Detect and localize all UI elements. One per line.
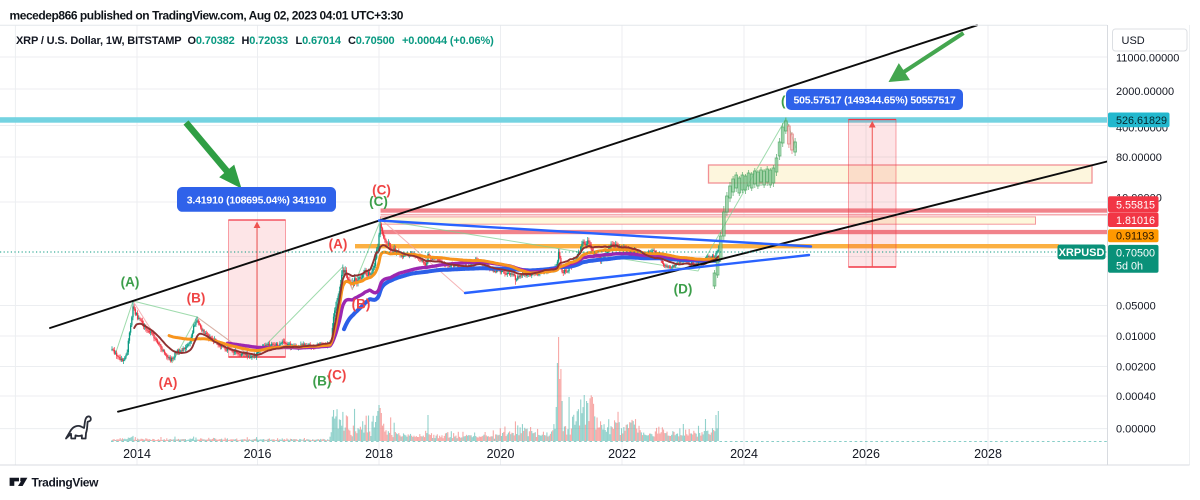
svg-text:(A): (A) [121, 275, 140, 290]
svg-text:mecedep866 published on Tradin: mecedep866 published on TradingView.com,… [10, 9, 404, 23]
svg-text:2014: 2014 [123, 447, 151, 461]
svg-text:TradingView: TradingView [32, 476, 100, 490]
svg-text:80.00000: 80.00000 [1116, 152, 1162, 164]
svg-text:(C): (C) [328, 368, 347, 383]
svg-text:(C): (C) [372, 183, 391, 198]
svg-text:(A): (A) [329, 237, 348, 252]
svg-text:526.61829: 526.61829 [1116, 115, 1167, 127]
svg-text:XRP / U.S. Dollar, 1W, BITSTAM: XRP / U.S. Dollar, 1W, BITSTAMP [16, 35, 181, 47]
svg-text:(C): (C) [369, 194, 388, 209]
svg-text:0.91193: 0.91193 [1116, 230, 1154, 242]
svg-text:C0.70500: C0.70500 [348, 35, 395, 47]
svg-text:0.00000: 0.00000 [1116, 424, 1156, 436]
svg-text:2026: 2026 [852, 447, 880, 461]
svg-text:(B): (B) [187, 291, 206, 306]
svg-text:505.57517 (149344.65%) 5055751: 505.57517 (149344.65%) 50557517 [794, 95, 956, 107]
svg-text:11000.00000: 11000.00000 [1116, 53, 1179, 65]
svg-text:0.00040: 0.00040 [1116, 391, 1156, 403]
svg-text:0.01000: 0.01000 [1116, 331, 1156, 343]
svg-text:3.41910 (108695.04%) 341910: 3.41910 (108695.04%) 341910 [187, 195, 327, 207]
svg-text:2028: 2028 [974, 447, 1002, 461]
svg-text:XRPUSD: XRPUSD [1059, 247, 1105, 259]
svg-text:(D): (D) [674, 282, 693, 297]
svg-text:0.70500: 0.70500 [1116, 248, 1155, 260]
svg-text:2016: 2016 [244, 447, 272, 461]
svg-text:2000.00000: 2000.00000 [1116, 86, 1174, 98]
svg-text:(A): (A) [159, 375, 178, 390]
svg-text:(B): (B) [313, 374, 332, 389]
svg-text:+0.00044 (+0.06%): +0.00044 (+0.06%) [402, 35, 494, 47]
svg-text:2024: 2024 [730, 447, 758, 461]
svg-text:2022: 2022 [608, 447, 636, 461]
svg-text:1.81016: 1.81016 [1116, 215, 1155, 227]
svg-text:O0.70382: O0.70382 [188, 35, 235, 47]
svg-text:0.05000: 0.05000 [1116, 301, 1156, 313]
svg-text:(B): (B) [352, 297, 371, 312]
svg-text:L0.67014: L0.67014 [296, 35, 342, 47]
svg-text:2018: 2018 [365, 447, 393, 461]
svg-text:5d 0h: 5d 0h [1116, 261, 1143, 273]
svg-text:5.55815: 5.55815 [1116, 200, 1155, 212]
svg-text:USD: USD [1122, 35, 1145, 47]
svg-text:0.00200: 0.00200 [1116, 362, 1156, 374]
svg-text:H0.72033: H0.72033 [242, 35, 289, 47]
svg-text:2020: 2020 [487, 447, 515, 461]
